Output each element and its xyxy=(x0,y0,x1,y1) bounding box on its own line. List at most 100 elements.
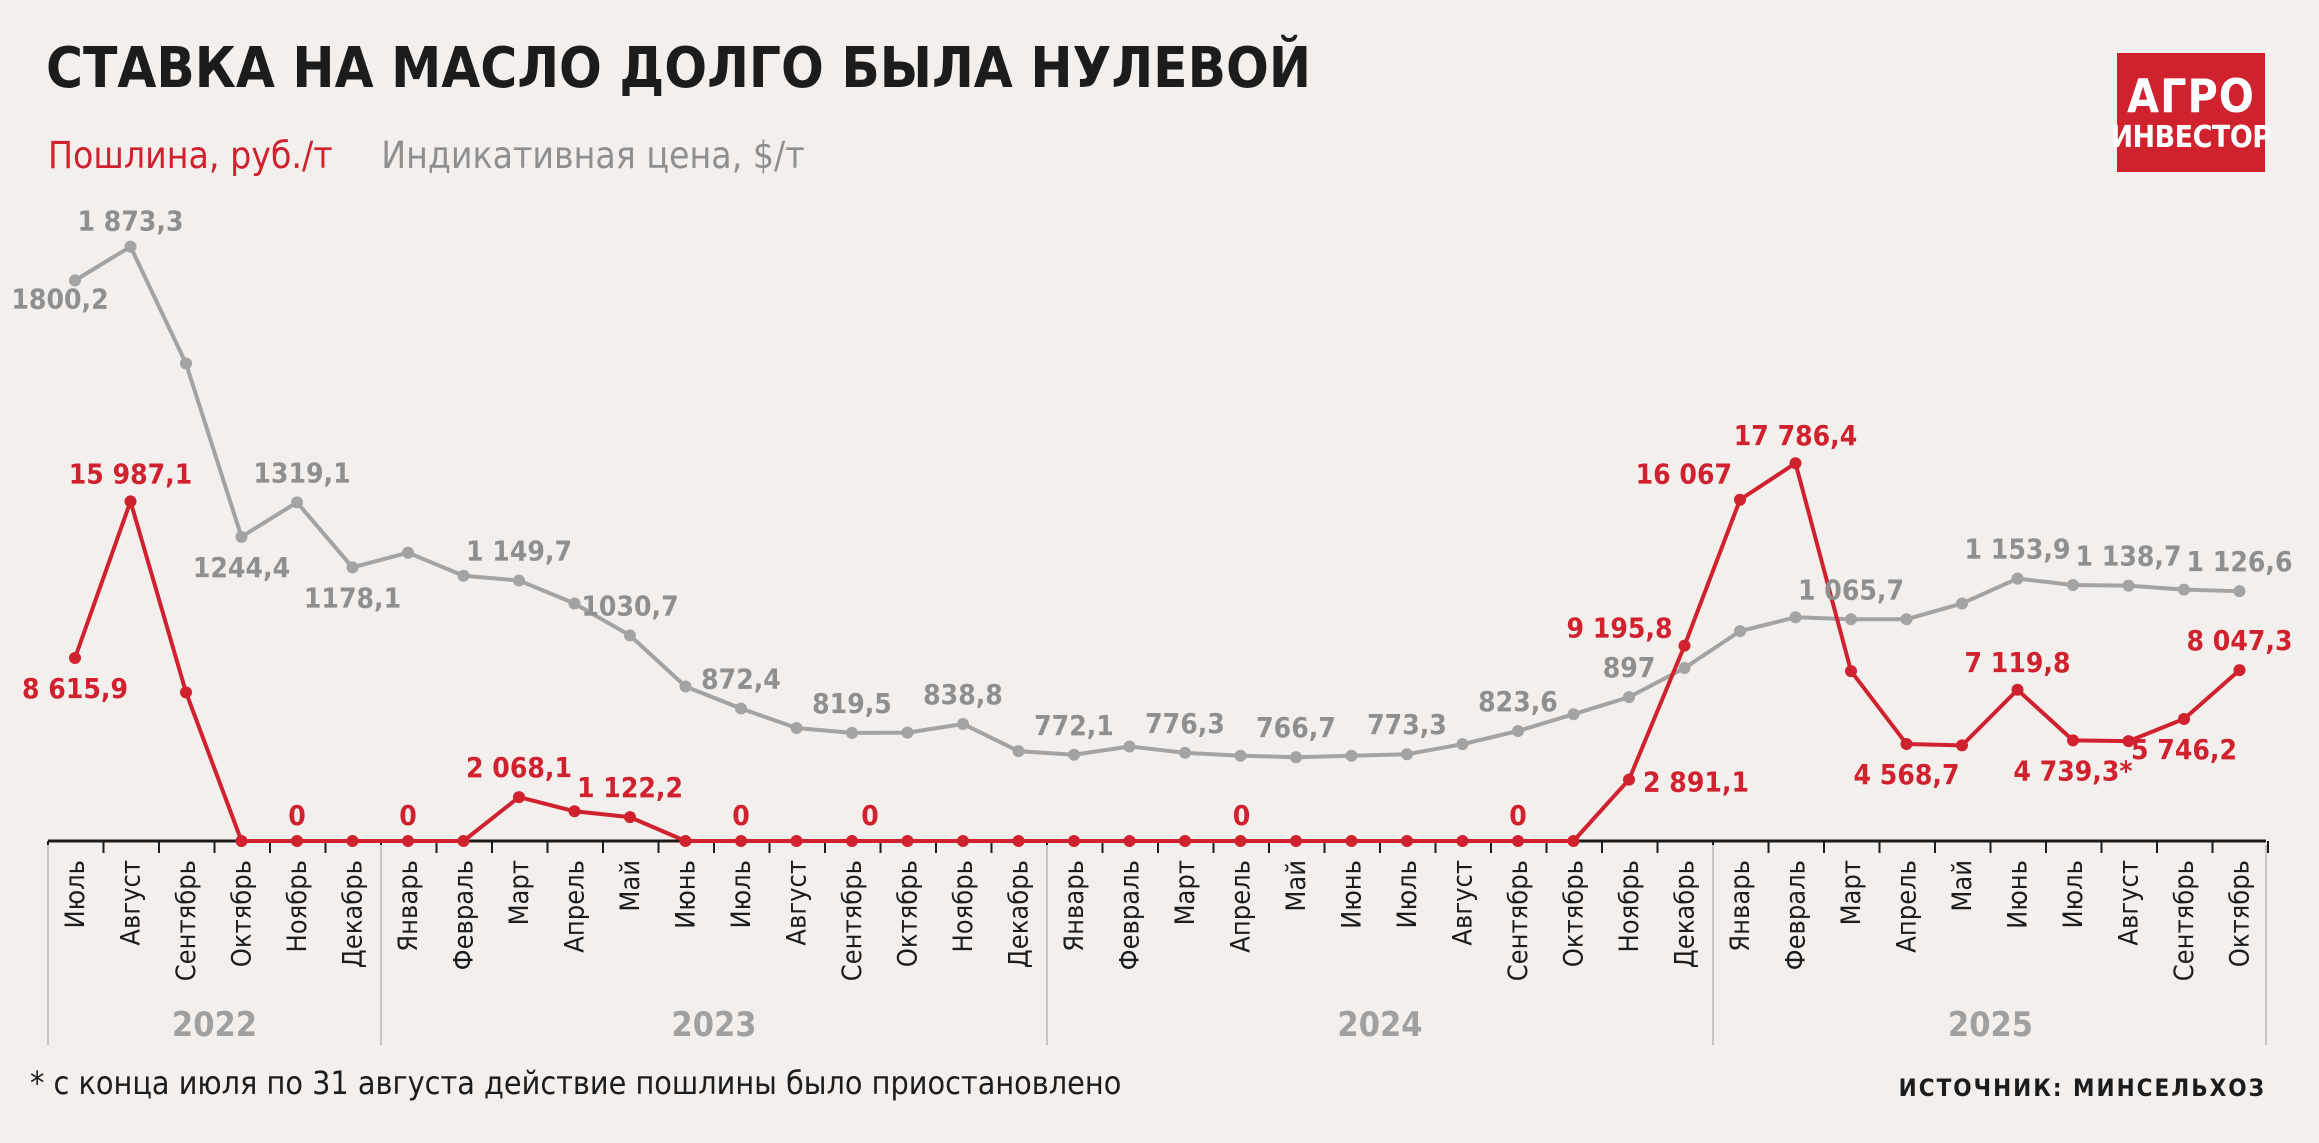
month-label: Апрель xyxy=(1226,860,1257,953)
duty-point xyxy=(1734,493,1746,506)
logo-line1: АГРО xyxy=(2127,68,2255,123)
year-label-2025: 2025 xyxy=(1948,1005,2033,1045)
price-point xyxy=(1567,708,1580,721)
price-point xyxy=(2122,579,2135,592)
price-label: 838,8 xyxy=(923,678,1003,711)
month-label: Апрель xyxy=(1892,860,1923,953)
month-label: Июнь xyxy=(2003,860,2034,929)
month-label: Ноябрь xyxy=(1614,860,1645,952)
price-point xyxy=(402,546,414,559)
price-label: 766,7 xyxy=(1256,711,1336,744)
month-label: Октябрь xyxy=(893,860,924,967)
month-label: Июль xyxy=(1392,860,1423,928)
duty-point xyxy=(513,791,525,804)
price-point xyxy=(457,569,470,582)
duty-point xyxy=(346,835,359,847)
duty-point xyxy=(1623,773,1635,786)
price-point xyxy=(568,597,581,610)
duty-point xyxy=(402,835,414,847)
year-label-2023: 2023 xyxy=(671,1005,756,1045)
price-point xyxy=(235,530,248,543)
month-label: Июнь xyxy=(1337,860,1368,929)
price-point xyxy=(1956,597,1968,610)
duty-point xyxy=(1234,835,1247,847)
duty-point xyxy=(1179,835,1191,847)
duty-point xyxy=(1845,665,1857,678)
duty-label: 4 568,7 xyxy=(1854,758,1960,791)
price-point xyxy=(2178,583,2190,596)
price-point xyxy=(2233,585,2246,598)
price-point xyxy=(1734,625,1746,638)
duty-label: 0 xyxy=(1509,799,1527,832)
price-point xyxy=(1900,613,1913,626)
price-label: 1178,1 xyxy=(304,581,401,614)
month-label: Август xyxy=(782,860,813,946)
price-label: 1244,4 xyxy=(193,551,290,584)
chart-title: СТАВКА НА МАСЛО ДОЛГО БЫЛА НУЛЕВОЙ xyxy=(46,36,1311,101)
price-label: 1 065,7 xyxy=(1798,573,1904,606)
duty-label: 17 786,4 xyxy=(1734,419,1858,452)
price-label: 1030,7 xyxy=(581,589,678,622)
month-label: Февраль xyxy=(1781,860,1812,970)
price-label: 1 153,9 xyxy=(1965,533,2071,566)
month-label: Сентябрь xyxy=(837,860,868,981)
price-label: 1800,2 xyxy=(11,282,108,315)
duty-point xyxy=(1123,835,1136,847)
price-point xyxy=(1345,749,1358,762)
duty-label: 4 739,3* xyxy=(2013,754,2132,787)
duty-point xyxy=(457,835,470,847)
month-label: Март xyxy=(1170,860,1201,925)
logo-line2: ИНВЕСТОР xyxy=(2110,119,2272,155)
duty-point xyxy=(1290,835,1302,847)
month-label: Сентябрь xyxy=(2169,860,2200,981)
month-label: Май xyxy=(615,860,646,912)
duty-label: 1 122,2 xyxy=(577,771,683,804)
price-point xyxy=(1290,751,1302,764)
month-label: Февраль xyxy=(1115,860,1146,970)
duty-point xyxy=(1512,835,1524,847)
price-point xyxy=(291,496,303,509)
legend-price: Индикативная цена, $/т xyxy=(381,134,805,177)
duty-point xyxy=(901,835,914,847)
duty-label: 15 987,1 xyxy=(69,457,193,490)
price-point xyxy=(2067,579,2079,592)
price-point xyxy=(901,726,914,739)
month-label: Июль xyxy=(60,860,91,928)
month-label: Март xyxy=(504,860,535,925)
price-label: 819,5 xyxy=(812,687,892,720)
duty-label: 8 047,3 xyxy=(2187,624,2293,657)
price-point xyxy=(346,561,359,574)
duty-point xyxy=(124,495,137,508)
month-label: Сентябрь xyxy=(171,860,202,981)
duty-point xyxy=(180,686,192,699)
duty-point xyxy=(1789,457,1802,470)
month-label: Сентябрь xyxy=(1503,860,1534,981)
duty-point xyxy=(957,835,969,847)
duty-point xyxy=(69,651,81,664)
price-point xyxy=(1512,724,1524,737)
month-label: Май xyxy=(1947,860,1978,912)
price-label: 772,1 xyxy=(1034,709,1114,742)
price-label: 872,4 xyxy=(701,662,781,695)
month-label: Август xyxy=(2114,860,2145,946)
year-label-2024: 2024 xyxy=(1337,1005,1422,1045)
price-point xyxy=(2011,572,2024,585)
legend: Пошлина, руб./т Индикативная цена, $/т xyxy=(48,134,805,177)
price-label: 1 126,6 xyxy=(2187,545,2293,578)
price-point xyxy=(180,357,192,370)
source-note: ИСТОЧНИК: МИНСЕЛЬХОЗ xyxy=(1898,1074,2266,1102)
price-point xyxy=(1678,662,1691,675)
month-label: Июнь xyxy=(671,860,702,929)
price-point xyxy=(846,726,858,739)
price-point xyxy=(69,274,81,287)
month-label: Август xyxy=(1448,860,1479,946)
month-label: Январь xyxy=(1725,860,1756,952)
price-point xyxy=(1179,746,1191,759)
price-point xyxy=(624,629,636,642)
duty-point xyxy=(1068,835,1080,847)
duty-point xyxy=(846,835,858,847)
duty-point xyxy=(679,835,692,847)
duty-point xyxy=(2178,712,2190,725)
month-label: Октябрь xyxy=(2225,860,2256,967)
